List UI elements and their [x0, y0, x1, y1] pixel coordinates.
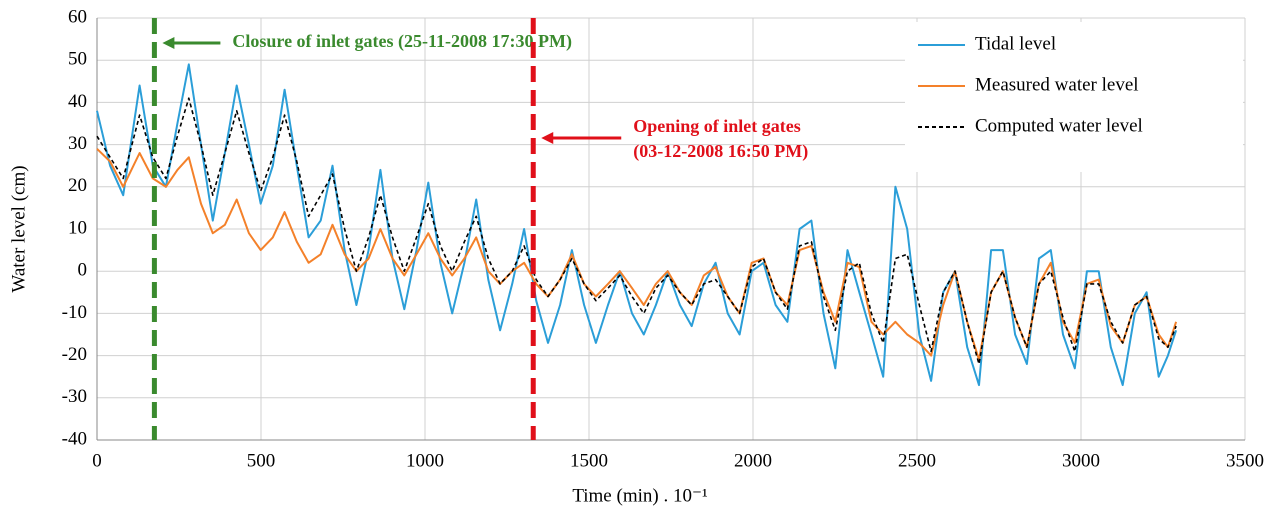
x-tick-label: 2500 — [898, 450, 936, 471]
y-axis-label: Water level (cm) — [8, 165, 29, 292]
legend-box — [905, 22, 1243, 172]
y-tick-label: 30 — [68, 133, 87, 154]
y-tick-label: 10 — [68, 217, 87, 238]
arrow-head — [162, 37, 175, 49]
y-tick-label: 40 — [68, 91, 87, 112]
x-tick-label: 3500 — [1226, 450, 1264, 471]
arrow-head — [541, 132, 554, 144]
y-tick-label: -40 — [62, 428, 87, 449]
x-tick-label: 500 — [247, 450, 276, 471]
y-tick-label: 0 — [78, 260, 88, 281]
event-label: Opening of inlet gates — [633, 116, 801, 136]
series-line — [96, 63, 1178, 387]
y-tick-label: 20 — [68, 175, 87, 196]
x-tick-label: 3000 — [1062, 450, 1100, 471]
event-label: Closure of inlet gates (25-11-2008 17:30… — [232, 31, 572, 52]
legend-label: Computed water level — [975, 115, 1143, 136]
y-tick-label: -20 — [62, 344, 87, 365]
legend-label: Tidal level — [975, 33, 1056, 54]
x-tick-label: 0 — [92, 450, 102, 471]
x-tick-label: 2000 — [734, 450, 772, 471]
x-axis-label: Time (min) . 10⁻¹ — [572, 485, 708, 506]
x-tick-label: 1000 — [406, 450, 444, 471]
x-tick-label: 1500 — [570, 450, 608, 471]
y-tick-label: -10 — [62, 302, 87, 323]
legend-label: Measured water level — [975, 74, 1139, 95]
y-tick-label: 50 — [68, 49, 87, 70]
series-line — [96, 148, 1178, 361]
series-line — [96, 97, 1177, 365]
y-tick-label: -30 — [62, 386, 87, 407]
event-label: (03-12-2008 16:50 PM) — [633, 141, 808, 162]
y-tick-label: 60 — [68, 6, 87, 27]
